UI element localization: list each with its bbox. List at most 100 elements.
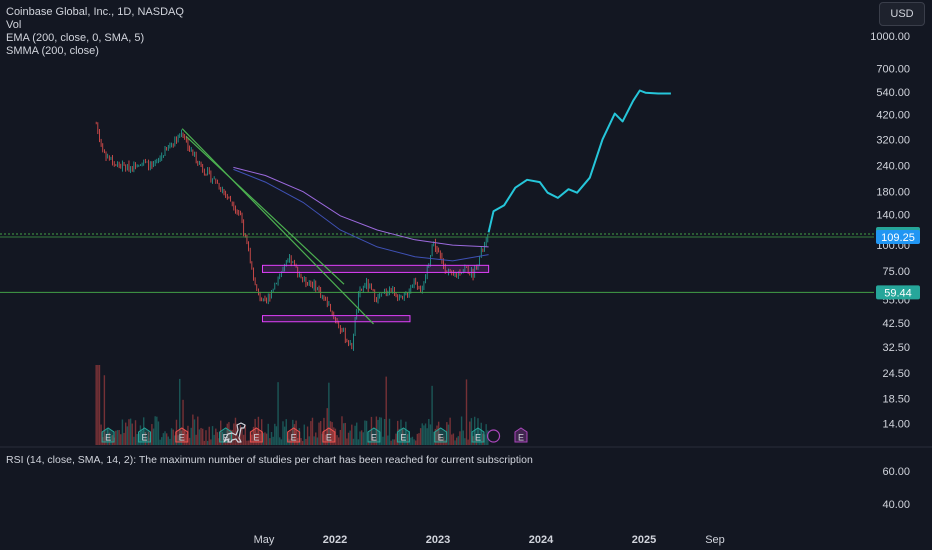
volume-bar[interactable] — [413, 439, 415, 445]
volume-bar[interactable] — [372, 437, 374, 445]
volume-bar[interactable] — [406, 434, 409, 445]
volume-bar[interactable] — [293, 424, 296, 445]
volume-bar[interactable] — [311, 417, 314, 445]
volume-bar[interactable] — [342, 423, 345, 445]
volume-bar[interactable] — [303, 424, 305, 445]
volume-bar[interactable] — [377, 419, 379, 445]
volume-bar[interactable] — [285, 419, 287, 445]
volume-bar[interactable] — [180, 430, 183, 445]
volume-bar[interactable] — [188, 437, 191, 445]
volume-bar[interactable] — [120, 434, 122, 445]
volume-bar[interactable] — [478, 434, 481, 445]
volume-bar[interactable] — [339, 429, 342, 445]
volume-bar[interactable] — [208, 426, 210, 445]
volume-bar[interactable] — [241, 428, 243, 445]
volume-bar[interactable] — [110, 435, 112, 445]
volume-bar[interactable] — [390, 440, 392, 445]
volume-bar[interactable] — [98, 365, 101, 445]
volume-bar[interactable] — [144, 432, 147, 445]
volume-bar[interactable] — [336, 435, 338, 445]
volume-bar[interactable] — [197, 416, 199, 445]
volume-bar[interactable] — [462, 430, 464, 445]
volume-bar[interactable] — [324, 434, 327, 445]
earnings-letter[interactable]: E — [105, 433, 111, 443]
volume-bar[interactable] — [139, 425, 142, 445]
volume-bar[interactable] — [128, 419, 130, 445]
volume-bar[interactable] — [195, 434, 197, 445]
volume-bar[interactable] — [364, 420, 366, 445]
volume-bar[interactable] — [274, 423, 276, 445]
volume-bar[interactable] — [477, 418, 479, 445]
volume-bar[interactable] — [270, 431, 273, 445]
volume-bar[interactable] — [347, 432, 350, 445]
volume-bar[interactable] — [97, 365, 99, 445]
volume-bar[interactable] — [259, 433, 261, 445]
volume-bar[interactable] — [460, 416, 463, 445]
price-tick-label[interactable]: 18.50 — [882, 393, 910, 405]
volume-bar[interactable] — [429, 424, 432, 445]
volume-bar[interactable] — [221, 432, 224, 445]
volume-bar[interactable] — [170, 428, 173, 445]
volume-bar[interactable] — [416, 433, 419, 445]
volume-bar[interactable] — [329, 421, 332, 445]
volume-bar[interactable] — [172, 429, 174, 445]
volume-bar[interactable] — [459, 431, 461, 445]
volume-bar[interactable] — [156, 416, 158, 445]
volume-bar[interactable] — [449, 417, 451, 445]
volume-bar[interactable] — [295, 420, 297, 445]
volume-bar[interactable] — [175, 419, 178, 445]
volume-bar[interactable] — [341, 416, 343, 445]
volume-bar[interactable] — [475, 436, 478, 445]
volume-bar[interactable] — [200, 427, 202, 445]
price-tick-label[interactable]: 420.00 — [876, 110, 910, 122]
volume-bar[interactable] — [382, 436, 384, 445]
price-tick-label[interactable]: 32.50 — [882, 342, 910, 354]
volume-bar[interactable] — [192, 414, 194, 445]
volume-bar[interactable] — [356, 422, 358, 445]
volume-bar[interactable] — [452, 433, 455, 445]
volume-bar[interactable] — [421, 423, 423, 445]
volume-bar[interactable] — [275, 426, 278, 445]
volume-bar[interactable] — [164, 431, 166, 445]
volume-bar[interactable] — [251, 434, 253, 445]
projection-line[interactable] — [487, 89, 671, 233]
volume-bar[interactable] — [315, 432, 317, 445]
volume-bar[interactable] — [118, 430, 120, 445]
volume-bar[interactable] — [267, 423, 269, 445]
volume-bar[interactable] — [395, 433, 397, 445]
volume-bar[interactable] — [264, 432, 266, 445]
volume-bar[interactable] — [439, 434, 441, 445]
volume-bar[interactable] — [405, 421, 407, 445]
volume-bar[interactable] — [354, 425, 356, 445]
volume-bar[interactable] — [454, 440, 456, 445]
volume-bar[interactable] — [415, 440, 417, 445]
rsi-tick-label[interactable]: 40.00 — [882, 499, 910, 511]
volume-bar[interactable] — [103, 375, 106, 445]
volume-bar[interactable] — [190, 427, 192, 445]
volume-bar[interactable] — [367, 440, 369, 445]
volume-bar[interactable] — [174, 435, 176, 445]
volume-bar[interactable] — [169, 438, 171, 445]
volume-bar[interactable] — [328, 382, 330, 445]
price-tick-label[interactable]: 1000.00 — [870, 31, 910, 43]
price-tick-label[interactable]: 75.00 — [882, 266, 910, 278]
volume-bar[interactable] — [115, 430, 117, 445]
volume-bar[interactable] — [485, 424, 487, 445]
volume-bar[interactable] — [385, 376, 387, 445]
volume-bar[interactable] — [210, 439, 212, 445]
volume-bar[interactable] — [183, 429, 186, 445]
volume-bar[interactable] — [129, 418, 132, 445]
volume-bar[interactable] — [319, 421, 322, 445]
volume-bar[interactable] — [346, 438, 348, 445]
volume-bar[interactable] — [469, 421, 471, 445]
volume-bar[interactable] — [252, 426, 255, 445]
volume-bar[interactable] — [436, 425, 438, 445]
volume-bar[interactable] — [95, 365, 97, 445]
earnings-marker[interactable] — [322, 427, 336, 443]
earnings-marker[interactable] — [138, 427, 152, 443]
volume-bar[interactable] — [123, 432, 125, 445]
volume-bar[interactable] — [455, 437, 458, 445]
ema-line[interactable] — [233, 168, 489, 262]
volume-bar[interactable] — [283, 426, 286, 445]
price-tick-label[interactable]: 42.50 — [882, 318, 910, 330]
